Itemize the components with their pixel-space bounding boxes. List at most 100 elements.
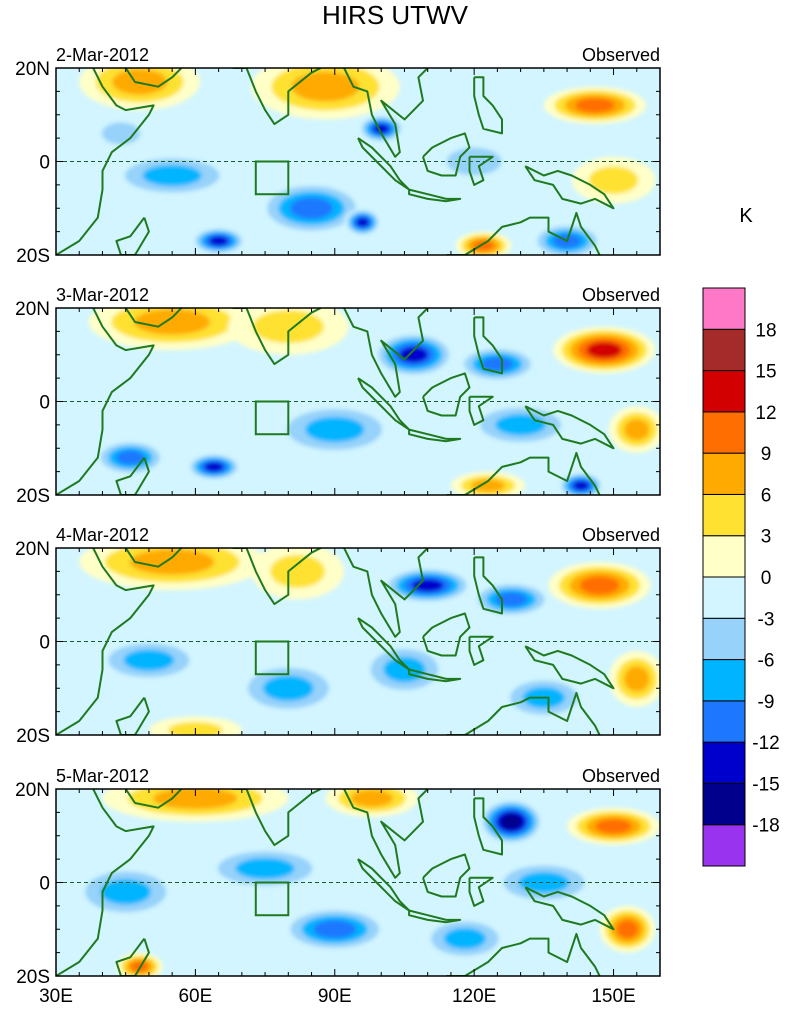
colorbar-swatch: [702, 411, 746, 454]
anomaly-blob-10-level-3: [471, 479, 505, 493]
colorbar-swatch: [702, 535, 746, 578]
anomaly-blob-5-level-3: [235, 857, 295, 880]
y-tick-label: 0: [39, 393, 50, 414]
coastlines: [56, 68, 615, 255]
field-layer: [56, 789, 660, 976]
panel-3-Mar-2012: 20N 0 20S 3-Mar-2012 Observed: [15, 285, 661, 507]
coastlines: [56, 548, 615, 735]
anomaly-blob-7-level-3: [383, 656, 426, 683]
colorbar-label: 6: [761, 485, 772, 506]
colorbar-label: 12: [755, 403, 776, 424]
colorbar-swatch: [702, 493, 746, 537]
colorbar-units: K: [739, 205, 753, 227]
anomaly-blob-6-level-4: [313, 920, 357, 939]
coastline-5: [408, 428, 462, 443]
y-tick-label: 0: [39, 153, 50, 174]
coastline-8: [473, 76, 503, 135]
x-tick-label: 90E: [318, 986, 352, 1007]
coastline-6: [422, 372, 471, 417]
anomaly-blob-5-level-3: [142, 164, 202, 187]
anomaly-blob-5-level-4: [116, 450, 145, 465]
anomaly-blob-1-level-2: [252, 310, 324, 344]
coastline-1: [124, 789, 183, 809]
coastline-9: [524, 886, 615, 931]
y-tick-label: 0: [39, 633, 50, 654]
region-box: [254, 640, 290, 676]
region-box: [254, 160, 290, 196]
colorbar-label: 18: [755, 320, 776, 341]
anomaly-blob-3-level-5: [399, 346, 429, 363]
field-layer: [56, 308, 660, 495]
y-tick-label: 0: [39, 874, 50, 895]
panel-date: 4-Mar-2012: [56, 525, 149, 545]
x-ticks: [55, 307, 661, 496]
y-tick-label: 20S: [16, 486, 50, 507]
panel-date: 2-Mar-2012: [56, 45, 149, 65]
colorbar-swatch: [702, 370, 746, 413]
coastline-0: [56, 308, 155, 495]
anomaly-blobs: [79, 548, 660, 735]
y-tick-label: 20N: [15, 780, 50, 801]
anomaly-blob-0-level-3: [134, 309, 211, 335]
anomaly-blob-8-level-5: [356, 217, 370, 228]
coastline-11: [115, 697, 150, 735]
colorbar-label: 9: [761, 444, 772, 465]
panel-label: Observed: [582, 766, 660, 786]
x-ticks: [55, 547, 661, 736]
colorbar-swatch: [702, 824, 746, 867]
colorbar-swatch: [702, 782, 746, 826]
coastline-6: [422, 132, 471, 177]
anomaly-blob-9-level-3: [624, 418, 650, 441]
anomaly-blob-9-level-4: [472, 240, 495, 252]
anomaly-blob-3-level-4: [595, 819, 632, 834]
anomaly-blob-2-level-5: [586, 342, 622, 359]
coastline-1: [124, 68, 183, 88]
coastline-3: [343, 68, 429, 158]
coastline-1: [124, 308, 183, 328]
anomaly-blob-2-level-6: [501, 814, 522, 830]
anomaly-blob-3-level-5: [411, 578, 444, 592]
colorbar-label: -15: [752, 774, 779, 795]
y-tick-label: 20S: [16, 246, 50, 267]
anomaly-blob-10-level-3: [443, 928, 486, 950]
region-box: [254, 400, 290, 436]
anomaly-blob-8-level-4: [616, 920, 639, 939]
anomaly-blob-4-level-4: [495, 592, 528, 607]
anomaly-blob-1-level-2: [270, 554, 326, 588]
coastlines: [56, 789, 615, 976]
coastline-11: [115, 217, 150, 255]
colorbar-label: 0: [761, 568, 772, 589]
x-ticks: [55, 67, 661, 256]
anomaly-blob-11-level-5: [573, 480, 590, 491]
coastline-6: [422, 612, 471, 657]
anomaly-blobs: [88, 308, 660, 495]
colorbar-label: -3: [758, 609, 775, 630]
anomaly-blob-7-level-3: [305, 416, 365, 443]
coastline-11: [115, 457, 150, 495]
panel-label: Observed: [582, 525, 660, 545]
coastline-5: [408, 188, 462, 203]
anomaly-blob-4-level-3: [100, 879, 151, 905]
y-tick-label: 20N: [15, 539, 50, 560]
panel-5-Mar-2012: 20N 0 20S 5-Mar-2012 Observed: [15, 766, 661, 988]
x-tick-label: 30E: [39, 986, 73, 1007]
panel-date: 3-Mar-2012: [56, 285, 149, 305]
coastline-10: [446, 211, 601, 255]
x-tick-label: 120E: [452, 986, 496, 1007]
x-ticks: [55, 788, 661, 977]
anomaly-blob-12-level-2: [446, 147, 502, 176]
panel-4-Mar-2012: 20N 0 20S 4-Mar-2012 Observed: [15, 525, 661, 747]
coastline-0: [56, 68, 155, 255]
coastline-9: [524, 165, 615, 210]
colorbar-swatch: [702, 700, 746, 743]
coastline-5: [408, 909, 462, 924]
panel-date: 5-Mar-2012: [56, 766, 149, 786]
anomaly-blob-6-level-3: [263, 675, 314, 701]
y-tick-label: 20S: [16, 967, 50, 988]
colorbar-swatch: [702, 452, 746, 495]
y-tick-label: 20N: [15, 59, 50, 80]
colorbar-swatch: [702, 617, 746, 661]
colorbar-swatch: [702, 328, 746, 372]
coastline-0: [56, 548, 155, 735]
